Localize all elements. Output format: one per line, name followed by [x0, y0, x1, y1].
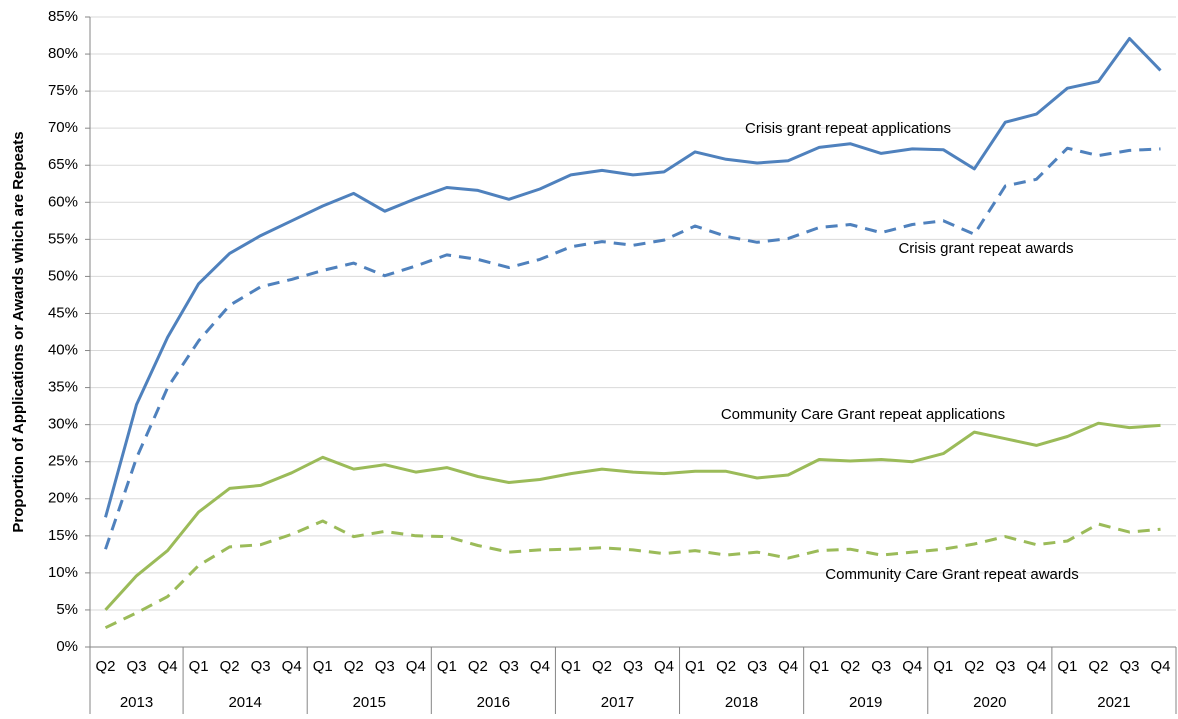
y-tick-label: 85% — [48, 8, 78, 25]
series-label: Crisis grant repeat awards — [898, 240, 1073, 257]
y-tick-label: 55% — [48, 230, 78, 247]
x-tick-label: Q2 — [592, 658, 612, 675]
x-tick-label: Q1 — [1057, 658, 1077, 675]
x-tick-label: Q2 — [220, 658, 240, 675]
y-tick-label: 40% — [48, 341, 78, 358]
y-axis-title: Proportion of Applications or Awards whi… — [10, 131, 27, 532]
x-group-label: 2014 — [228, 694, 261, 711]
y-tick-label: 10% — [48, 564, 78, 581]
x-group-label: 2018 — [725, 694, 758, 711]
y-tick-label: 50% — [48, 267, 78, 284]
series-line — [104, 421, 1161, 611]
series-line — [104, 519, 1161, 630]
x-tick-label: Q2 — [96, 658, 116, 675]
y-tick-label: 0% — [56, 638, 78, 655]
x-group-label: 2020 — [973, 694, 1006, 711]
x-tick-label: Q2 — [1088, 658, 1108, 675]
y-tick-label: 70% — [48, 119, 78, 136]
y-tick-label: 30% — [48, 416, 78, 433]
x-tick-label: Q4 — [530, 658, 550, 675]
series-line — [104, 37, 1162, 518]
series-label: Crisis grant repeat applications — [745, 120, 951, 137]
x-tick-label: Q2 — [964, 658, 984, 675]
x-group-label: 2019 — [849, 694, 882, 711]
y-tick-label: 80% — [48, 45, 78, 62]
x-tick-label: Q1 — [561, 658, 581, 675]
x-tick-label: Q4 — [1026, 658, 1046, 675]
y-tick-label: 5% — [56, 601, 78, 618]
x-tick-label: Q4 — [282, 658, 302, 675]
series-label: Community Care Grant repeat applications — [721, 406, 1005, 423]
x-tick-label: Q3 — [127, 658, 147, 675]
x-tick-label: Q3 — [623, 658, 643, 675]
x-tick-label: Q1 — [189, 658, 209, 675]
series-label: Community Care Grant repeat awards — [825, 566, 1078, 583]
x-tick-label: Q4 — [654, 658, 674, 675]
y-tick-label: 15% — [48, 527, 78, 544]
y-tick-label: 60% — [48, 193, 78, 210]
x-tick-label: Q1 — [933, 658, 953, 675]
x-tick-label: Q1 — [437, 658, 457, 675]
x-group-label: 2021 — [1097, 694, 1130, 711]
x-tick-label: Q3 — [499, 658, 519, 675]
x-tick-label: Q4 — [158, 658, 178, 675]
x-group-label: 2017 — [601, 694, 634, 711]
x-tick-label: Q4 — [1150, 658, 1170, 675]
x-tick-label: Q1 — [809, 658, 829, 675]
x-group-label: 2013 — [120, 694, 153, 711]
series-line — [104, 146, 1161, 550]
x-tick-label: Q3 — [995, 658, 1015, 675]
y-tick-label: 75% — [48, 82, 78, 99]
x-tick-label: Q2 — [716, 658, 736, 675]
y-tick-label: 65% — [48, 156, 78, 173]
y-tick-label: 25% — [48, 453, 78, 470]
x-tick-label: Q3 — [251, 658, 271, 675]
x-tick-label: Q4 — [902, 658, 922, 675]
x-tick-label: Q3 — [871, 658, 891, 675]
x-tick-label: Q3 — [375, 658, 395, 675]
y-tick-label: 20% — [48, 490, 78, 507]
x-group-label: 2015 — [353, 694, 386, 711]
x-group-label: 2016 — [477, 694, 510, 711]
x-tick-label: Q1 — [313, 658, 333, 675]
x-tick-label: Q3 — [1119, 658, 1139, 675]
x-tick-label: Q3 — [747, 658, 767, 675]
x-tick-label: Q2 — [344, 658, 364, 675]
x-tick-label: Q4 — [778, 658, 798, 675]
x-tick-label: Q1 — [685, 658, 705, 675]
x-tick-label: Q2 — [840, 658, 860, 675]
y-tick-label: 45% — [48, 304, 78, 321]
y-tick-label: 35% — [48, 379, 78, 396]
x-tick-label: Q4 — [406, 658, 426, 675]
x-tick-label: Q2 — [468, 658, 488, 675]
